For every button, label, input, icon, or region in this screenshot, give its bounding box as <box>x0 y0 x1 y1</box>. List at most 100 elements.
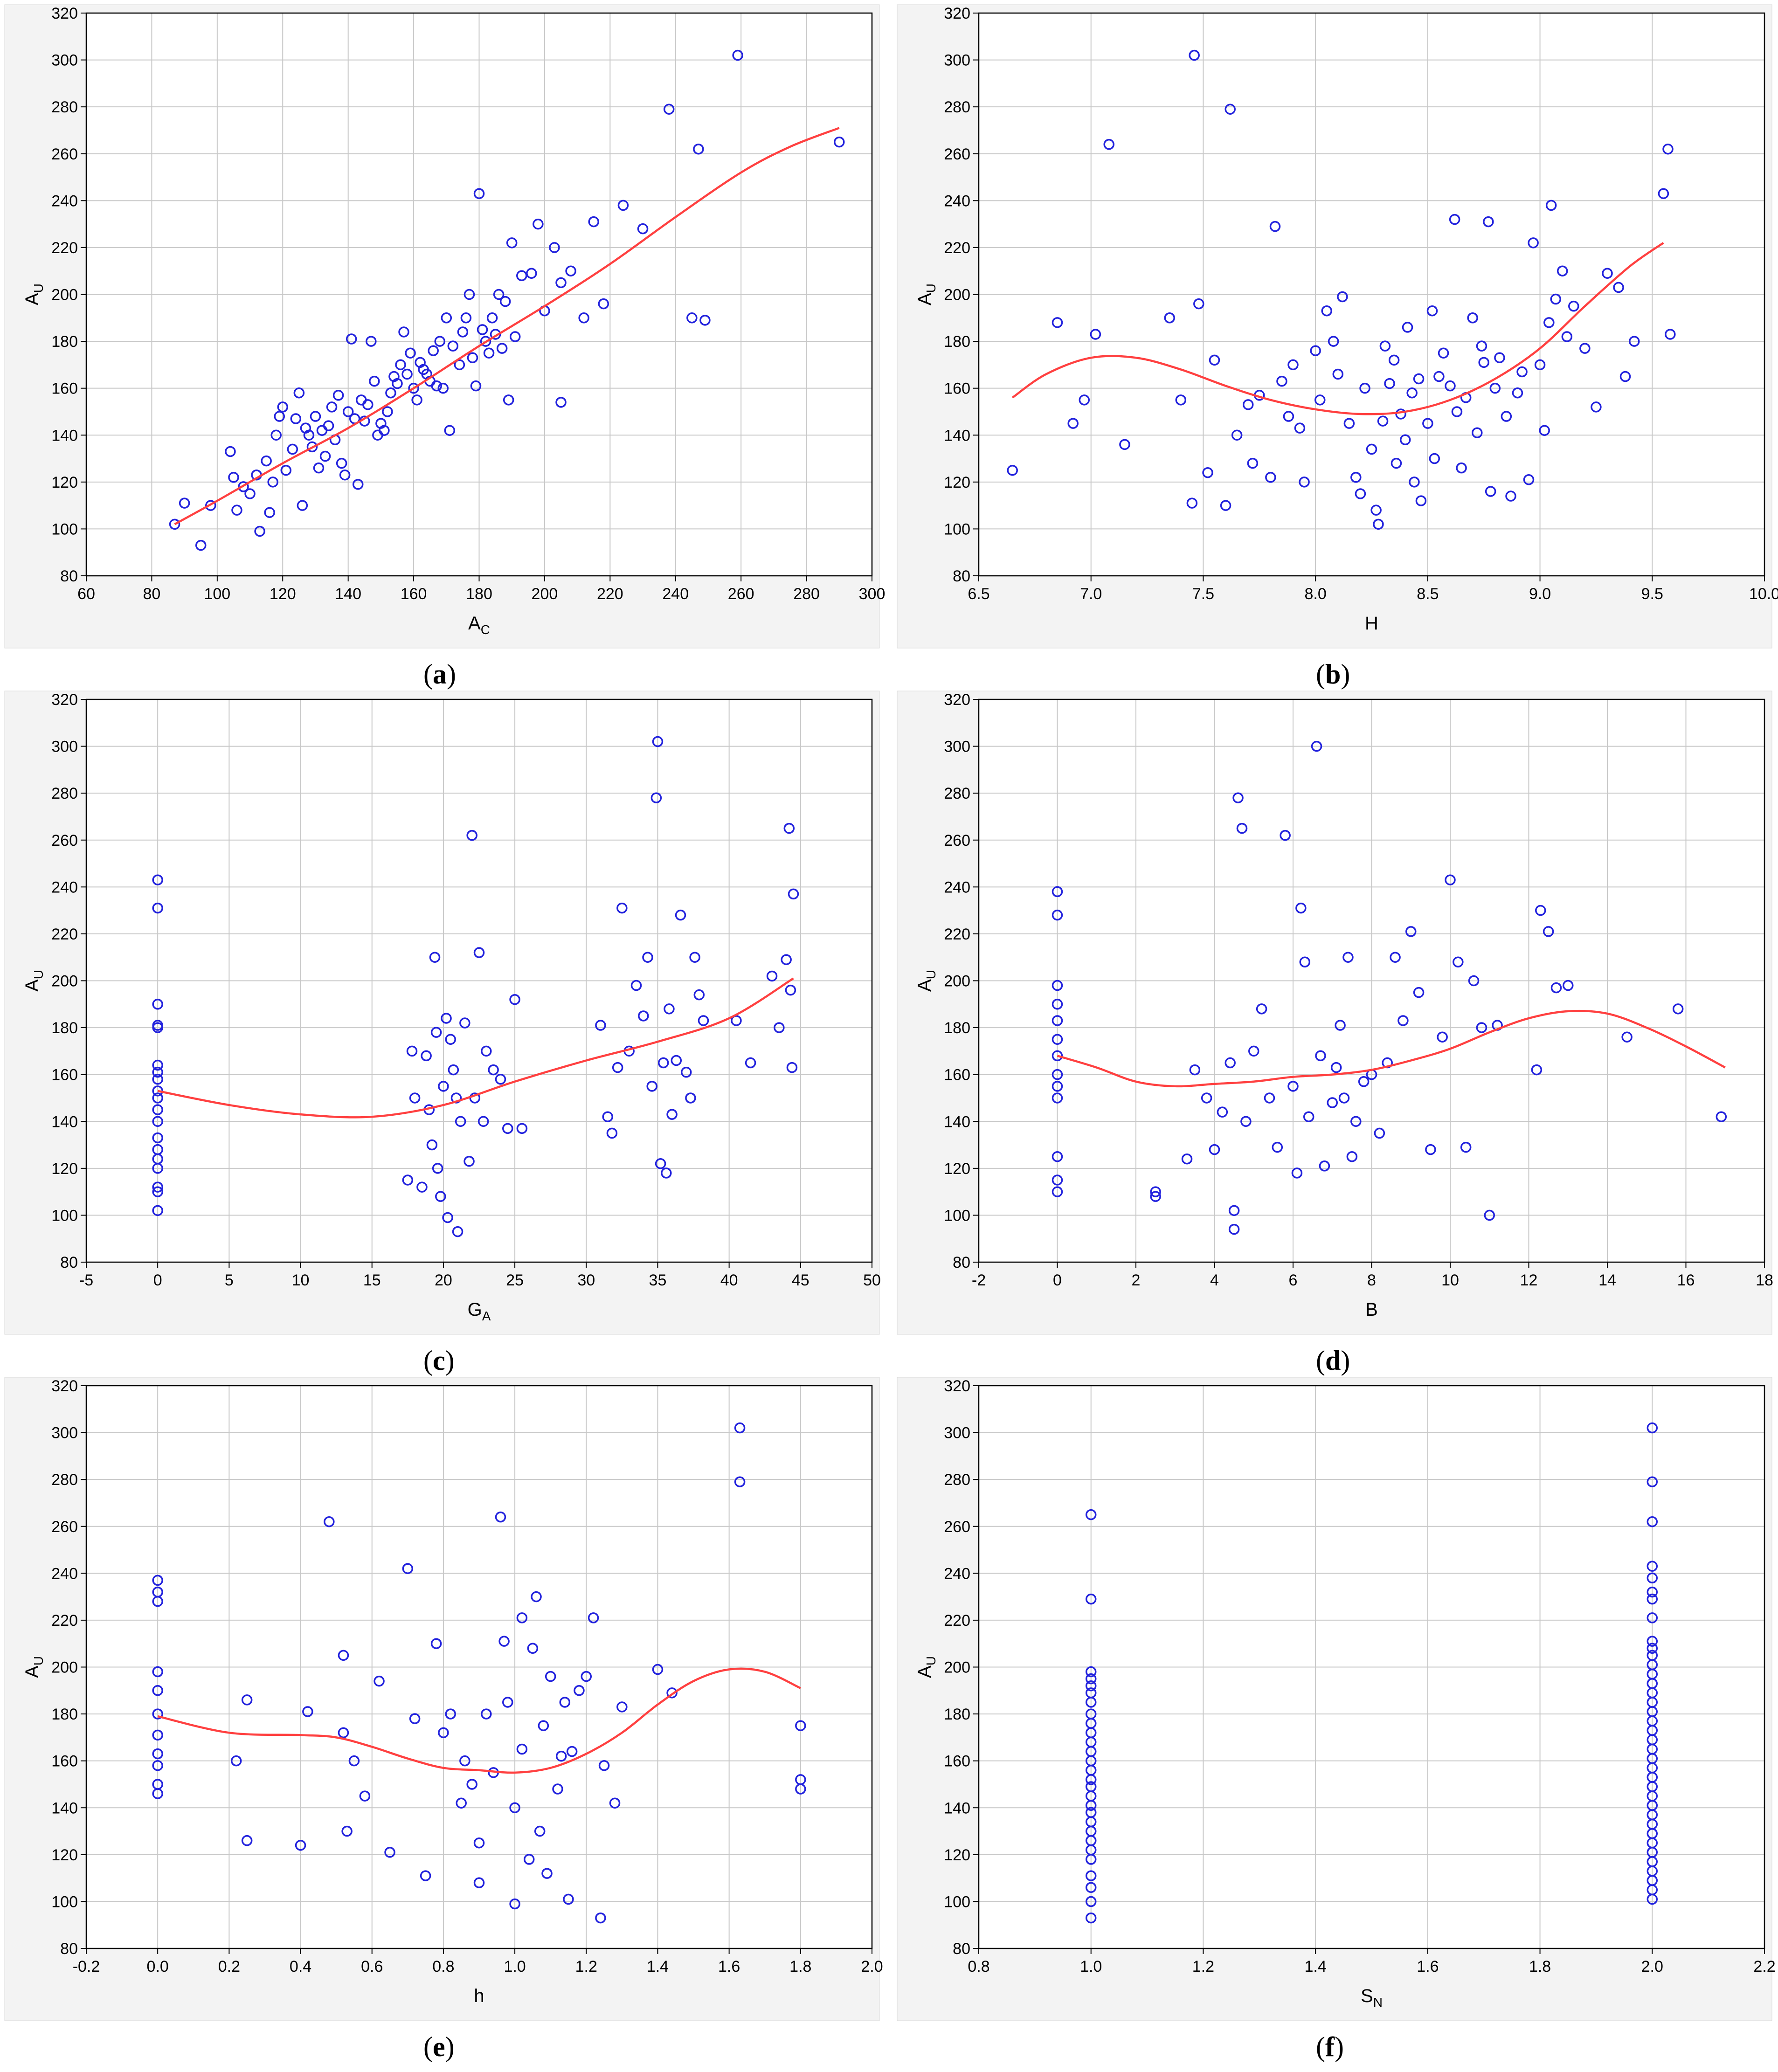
data-point <box>444 425 456 436</box>
x-tick-label: 0.8 <box>432 1958 454 1975</box>
x-tick-label: 2.2 <box>1753 1958 1775 1975</box>
data-point <box>450 1092 462 1104</box>
y-tick-label: 260 <box>51 145 78 163</box>
data-point <box>731 1015 742 1026</box>
data-point <box>1370 504 1382 516</box>
x-tick-label: 8.0 <box>1305 585 1327 603</box>
chart-e: -0.2 0.0 0.2 0.4 0.6 0.8 1.0 1.2 1.4 1.6 1.8 2.0 80 1… <box>4 1377 883 2021</box>
y-tick-label: 160 <box>944 1066 970 1084</box>
data-point <box>1067 418 1079 429</box>
data-point <box>395 359 406 371</box>
data-point <box>264 507 275 518</box>
data-point <box>480 336 491 347</box>
data-point <box>1429 453 1440 464</box>
data-point <box>666 1687 678 1699</box>
data-point <box>1445 380 1456 392</box>
data-point <box>1501 411 1512 422</box>
data-point <box>595 1912 606 1924</box>
data-point <box>1328 336 1339 347</box>
y-tick-label: 160 <box>51 1753 78 1770</box>
y-tick-label: 280 <box>944 1471 970 1489</box>
data-point <box>486 312 498 324</box>
data-point <box>1150 1186 1161 1197</box>
data-point <box>1350 472 1362 483</box>
y-tick-label: 300 <box>944 1424 970 1442</box>
panel-caption: (f) <box>1316 2031 1344 2062</box>
data-point <box>1085 1666 1097 1678</box>
data-point <box>1248 1045 1259 1057</box>
y-tick-label: 140 <box>944 1113 970 1131</box>
data-point <box>1085 1697 1097 1708</box>
x-tick-label: 280 <box>793 585 820 603</box>
x-tick-label: 300 <box>859 585 886 603</box>
x-tick-label: 30 <box>577 1271 595 1289</box>
data-point <box>671 1055 682 1066</box>
y-tick-label: 260 <box>51 832 78 850</box>
data-point <box>152 1788 163 1799</box>
data-point <box>531 1591 542 1602</box>
data-point <box>454 359 465 371</box>
y-tick-label: 160 <box>944 1753 970 1770</box>
data-point <box>152 1748 163 1760</box>
y-tick-label: 80 <box>60 1254 78 1271</box>
data-point <box>555 397 567 408</box>
y-tick-label: 280 <box>51 785 78 802</box>
data-point <box>1315 1050 1326 1062</box>
data-point <box>795 1720 806 1731</box>
y-tick-label: 220 <box>944 239 970 257</box>
x-tick-label: 180 <box>466 585 492 603</box>
data-point <box>467 352 478 364</box>
x-tick-label: 14 <box>1598 1271 1616 1289</box>
data-point <box>1629 336 1640 347</box>
data-point <box>786 1062 798 1073</box>
y-tick-label: 200 <box>944 1659 970 1677</box>
data-point <box>1193 298 1204 310</box>
x-axis-label: h <box>474 1986 484 2006</box>
data-point <box>1220 500 1231 511</box>
data-point <box>1085 1774 1097 1785</box>
data-point <box>1505 490 1516 502</box>
data-point <box>559 1697 571 1708</box>
data-point <box>1516 366 1528 378</box>
data-point <box>302 1706 313 1717</box>
data-point <box>606 1127 618 1139</box>
data-point <box>435 1191 446 1202</box>
data-point <box>1103 138 1114 150</box>
x-tick-label: 12 <box>1520 1271 1538 1289</box>
data-point <box>1647 1643 1658 1654</box>
data-point <box>152 1092 163 1104</box>
y-axis-label: AU <box>914 283 938 305</box>
y-tick-label: 220 <box>51 925 78 943</box>
data-point <box>1390 952 1401 963</box>
data-point <box>432 1163 443 1174</box>
data-point <box>1484 1209 1495 1221</box>
data-point <box>1119 439 1130 450</box>
data-point <box>1247 457 1259 469</box>
data-point <box>630 980 642 991</box>
data-point <box>1189 1064 1201 1076</box>
data-point <box>1264 1092 1275 1104</box>
data-point <box>295 1839 306 1851</box>
plot-frame <box>978 1385 1765 1949</box>
plot-frame <box>85 698 873 1263</box>
y-tick-label: 140 <box>944 1799 970 1817</box>
y-tick-label: 200 <box>51 1659 78 1677</box>
data-point <box>1240 1116 1252 1127</box>
data-point <box>152 1073 163 1085</box>
data-point <box>1406 387 1418 399</box>
data-point <box>1052 909 1063 921</box>
data-point <box>310 411 321 422</box>
x-tick-label: 220 <box>597 585 623 603</box>
x-tick-label: 1.4 <box>1305 1958 1327 1975</box>
chart-f: 0.8 1.0 1.2 1.4 1.6 1.8 2.0 2.2 80 100 120 140 160 18… <box>897 1377 1776 2021</box>
data-point <box>785 984 796 996</box>
data-point <box>430 1638 442 1649</box>
data-point <box>732 49 743 61</box>
data-point <box>1342 952 1354 963</box>
x-tick-label: 200 <box>532 585 558 603</box>
data-point <box>1449 214 1460 225</box>
data-point <box>406 1045 418 1057</box>
data-point <box>411 394 422 406</box>
data-point <box>339 469 351 481</box>
data-point <box>348 1755 360 1767</box>
